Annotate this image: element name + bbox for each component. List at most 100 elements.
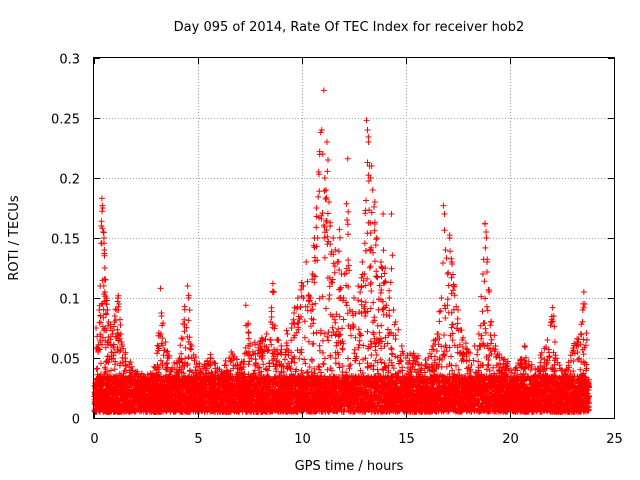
data-point (577, 331, 584, 337)
x-tick-label: 10 (294, 432, 311, 447)
x-tick-label: 15 (398, 432, 415, 447)
data-point (423, 361, 430, 367)
data-point (338, 271, 345, 277)
data-point (113, 307, 120, 313)
data-point (492, 343, 499, 349)
data-point (100, 235, 107, 241)
data-point (319, 151, 326, 157)
data-point (119, 343, 126, 349)
data-point (274, 337, 281, 343)
x-tick-label: 5 (194, 432, 202, 447)
data-point (471, 343, 478, 349)
data-point (475, 331, 482, 337)
data-point (107, 325, 114, 331)
data-point (565, 367, 572, 373)
data-point (215, 373, 222, 379)
data-point (153, 367, 160, 373)
data-point (114, 295, 121, 301)
grid-layer (94, 58, 614, 418)
data-point (111, 313, 118, 319)
data-point (430, 343, 437, 349)
data-point (517, 361, 524, 367)
data-point (455, 307, 461, 313)
data-point (100, 229, 107, 235)
data-point (548, 319, 555, 325)
data-point (363, 117, 370, 124)
data-point (465, 349, 472, 355)
data-point (368, 163, 375, 169)
data-point (184, 283, 191, 289)
data-point (165, 355, 172, 361)
data-point (544, 337, 551, 343)
data-point (386, 295, 393, 301)
data-point (322, 187, 329, 193)
data-point (188, 343, 195, 349)
x-tick-label: 0 (90, 432, 98, 447)
data-point (307, 295, 314, 301)
data-point (351, 295, 357, 301)
data-point (163, 349, 170, 355)
data-point (102, 277, 109, 283)
x-tick-label: 20 (502, 432, 519, 447)
data-point (132, 373, 139, 379)
data-point (309, 271, 316, 277)
data-point (104, 307, 111, 313)
data-point (325, 157, 331, 163)
y-axis-label: ROTI / TECUs (7, 195, 22, 280)
data-point (174, 361, 181, 367)
data-point (97, 283, 104, 289)
data-point (380, 211, 387, 217)
data-point (157, 285, 164, 292)
data-point (294, 295, 301, 301)
data-point (326, 199, 333, 205)
y-axis: 0 0.05 0.1 0.15 0.2 0.25 0.3 (51, 53, 614, 428)
data-point (143, 379, 149, 385)
data-point (382, 265, 389, 271)
data-point (242, 302, 249, 309)
data-point (228, 349, 235, 355)
data-point (320, 87, 327, 94)
data-point (299, 283, 305, 289)
data-point (98, 223, 105, 229)
data-point (117, 316, 123, 323)
data-point (195, 367, 201, 373)
y-tick-label: 0.1 (59, 293, 80, 308)
data-point (482, 220, 489, 227)
data-point (109, 331, 116, 337)
data-point (527, 367, 534, 373)
data-point (550, 313, 557, 319)
data-point (311, 235, 318, 241)
data-point (559, 373, 565, 379)
data-point (284, 331, 291, 337)
data-point (579, 307, 586, 313)
data-point (336, 226, 343, 233)
y-tick-label: 0.2 (59, 173, 80, 188)
data-point (99, 205, 106, 211)
data-point (96, 307, 103, 313)
data-point (207, 355, 214, 361)
data-point (359, 259, 366, 265)
data-point (95, 349, 102, 355)
data-point (484, 259, 491, 265)
data-point (413, 355, 420, 361)
data-point (269, 280, 276, 287)
data-point (371, 199, 378, 205)
data-point (344, 155, 351, 162)
data-point (247, 343, 253, 349)
data-point (403, 355, 409, 361)
data-point (521, 343, 528, 349)
data-point (288, 325, 295, 331)
data-point (549, 304, 556, 311)
data-point (327, 223, 334, 229)
data-point (434, 331, 441, 337)
data-point (448, 259, 455, 265)
data-point (101, 247, 108, 253)
y-tick-label: 0.05 (51, 353, 80, 368)
data-point (459, 337, 466, 343)
data-point (390, 307, 397, 313)
y-tick-label: 0.15 (51, 233, 80, 248)
x-axis-label: GPS time / hours (295, 459, 404, 474)
plot-frame (93, 57, 615, 419)
data-point (378, 259, 385, 265)
